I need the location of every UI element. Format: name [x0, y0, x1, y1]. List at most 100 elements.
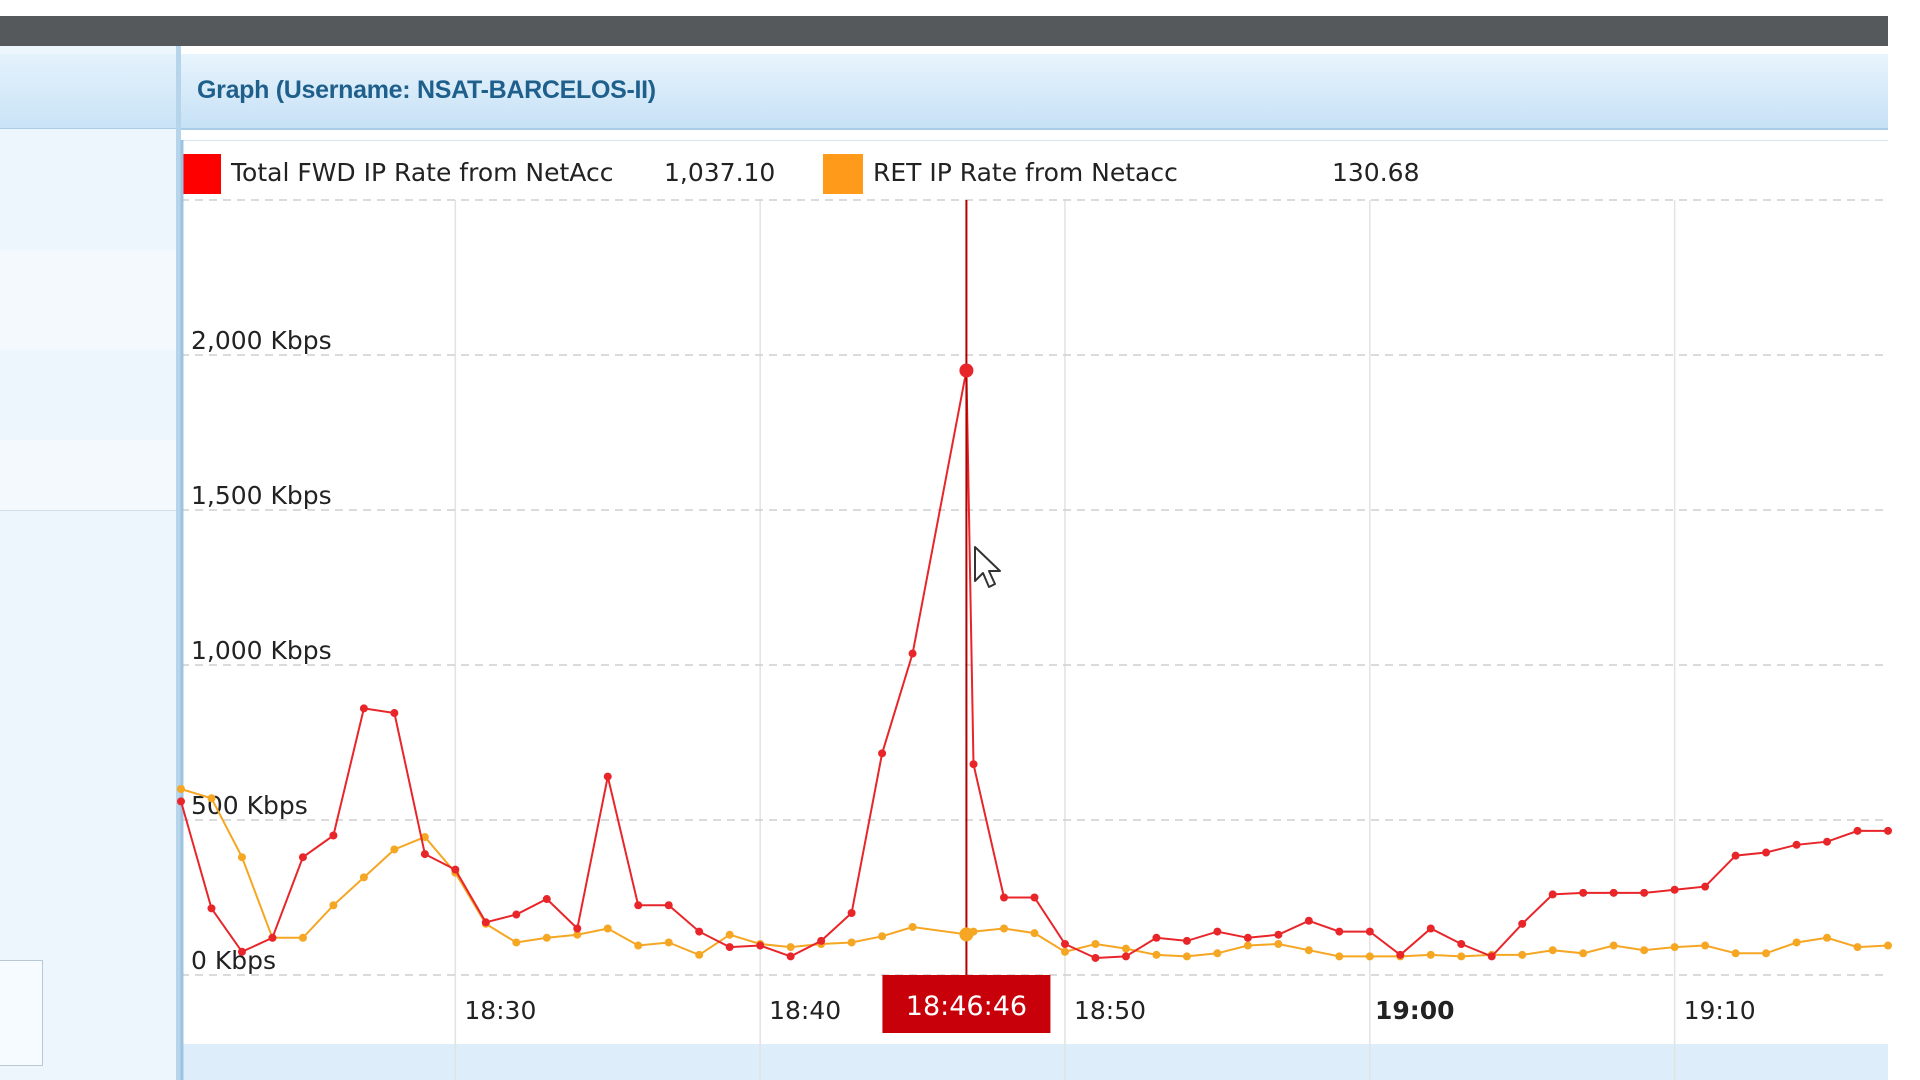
data-point-ret: [1792, 938, 1801, 947]
data-point-ret: [1030, 929, 1039, 938]
chart-legend: Total FWD IP Rate from NetAcc 1,037.10 R…: [181, 150, 1888, 196]
data-point-fwd: [1457, 940, 1466, 948]
data-point-fwd: [756, 941, 765, 950]
data-point-fwd: [1213, 927, 1222, 936]
y-tick-label: 1,500 Kbps: [191, 481, 332, 510]
data-point-fwd: [451, 865, 460, 874]
left-sidebar-header: [0, 54, 178, 129]
left-sidebar-row: [0, 250, 178, 350]
data-point-ret: [1000, 924, 1009, 933]
x-tick-label: 19:10: [1684, 996, 1756, 1025]
x-tick-label: 18:50: [1074, 996, 1146, 1025]
data-point-ret: [1731, 949, 1740, 958]
data-point-fwd: [390, 709, 399, 718]
data-point-fwd: [1792, 840, 1801, 849]
data-point-fwd: [1823, 837, 1832, 846]
data-point-ret: [908, 922, 917, 931]
data-point-fwd: [1609, 888, 1618, 897]
data-point-fwd: [1853, 826, 1862, 835]
crosshair-point-fwd: [959, 363, 974, 378]
data-point-fwd: [1121, 952, 1130, 961]
data-point-ret: [786, 943, 795, 952]
data-point-ret: [359, 873, 368, 882]
data-point-ret: [1457, 952, 1466, 961]
data-point-fwd: [1701, 882, 1710, 891]
data-point-ret: [573, 930, 582, 939]
data-point-ret: [390, 845, 399, 854]
data-point-fwd: [1670, 885, 1679, 894]
data-point-ret: [634, 941, 643, 950]
y-tick-label: 500 Kbps: [191, 791, 308, 820]
data-point-fwd: [878, 749, 887, 758]
data-point-ret: [1152, 950, 1161, 959]
data-point-fwd: [512, 910, 521, 919]
graph-bottom-strip: [181, 1044, 1888, 1080]
data-point-fwd: [817, 936, 826, 945]
data-point-fwd: [1396, 950, 1405, 959]
data-point-ret: [237, 853, 246, 862]
data-point-ret: [298, 933, 307, 942]
data-point-fwd: [1030, 893, 1039, 902]
graph-panel-header: Graph (Username: NSAT-BARCELOS-II): [181, 54, 1888, 130]
data-point-ret: [878, 932, 887, 941]
legend-label-ret[interactable]: RET IP Rate from Netacc: [873, 158, 1178, 187]
data-point-fwd: [207, 904, 216, 913]
data-point-ret: [847, 938, 856, 947]
mouse-pointer-icon: [974, 546, 1001, 588]
top-window-strip: [0, 0, 1920, 16]
data-point-fwd: [908, 649, 917, 658]
data-point-fwd: [1000, 893, 1009, 902]
data-point-ret: [1853, 943, 1862, 952]
data-point-ret: [1823, 933, 1832, 942]
y-tick-label: 1,000 Kbps: [191, 636, 332, 665]
data-point-ret: [1609, 941, 1618, 950]
data-point-ret: [1640, 946, 1649, 955]
legend-value-fwd: 1,037.10: [664, 158, 776, 187]
data-point-fwd: [542, 895, 551, 904]
data-point-fwd: [725, 943, 734, 952]
data-point-ret: [1518, 950, 1527, 959]
data-point-fwd: [481, 918, 490, 927]
data-point-fwd: [969, 760, 978, 769]
data-point-fwd: [1274, 930, 1283, 939]
legend-label-fwd[interactable]: Total FWD IP Rate from NetAcc: [231, 158, 614, 187]
data-point-fwd: [1182, 936, 1191, 945]
data-point-fwd: [1243, 933, 1252, 942]
left-sidebar-divider: [0, 510, 178, 511]
data-point-ret: [1121, 944, 1130, 953]
data-point-ret: [1762, 949, 1771, 958]
data-point-ret: [329, 901, 338, 910]
data-point-ret: [512, 938, 521, 947]
data-point-fwd: [268, 933, 277, 942]
panel-splitter[interactable]: [176, 46, 181, 1080]
data-point-ret: [725, 930, 734, 939]
data-point-fwd: [1884, 826, 1892, 835]
data-point-ret: [1579, 949, 1588, 958]
data-point-fwd: [359, 704, 368, 713]
data-point-fwd: [1060, 940, 1069, 948]
left-sidebar-box[interactable]: [0, 960, 43, 1066]
data-point-ret: [1274, 940, 1283, 948]
data-point-fwd: [1731, 851, 1740, 860]
graph-header-sub-strip: [181, 130, 1888, 141]
crosshair-time-badge: [882, 975, 1051, 1033]
data-point-ret: [1213, 949, 1222, 958]
data-point-fwd: [1426, 924, 1435, 933]
data-point-fwd: [786, 952, 795, 961]
data-point-ret: [1701, 941, 1710, 950]
y-tick-label: 0 Kbps: [191, 946, 276, 975]
data-point-ret: [542, 933, 551, 942]
window-title-bar: [0, 16, 1888, 46]
data-point-fwd: [177, 797, 185, 806]
legend-swatch-ret[interactable]: [823, 154, 863, 194]
legend-swatch-fwd[interactable]: [181, 154, 221, 194]
data-point-ret: [1335, 952, 1344, 961]
data-point-ret: [664, 938, 673, 947]
data-point-ret: [1182, 952, 1191, 961]
y-tick-label: 2,000 Kbps: [191, 326, 332, 355]
data-point-ret: [1670, 943, 1679, 952]
data-point-ret: [1884, 941, 1892, 950]
data-point-fwd: [1091, 953, 1100, 962]
data-point-fwd: [1640, 888, 1649, 897]
